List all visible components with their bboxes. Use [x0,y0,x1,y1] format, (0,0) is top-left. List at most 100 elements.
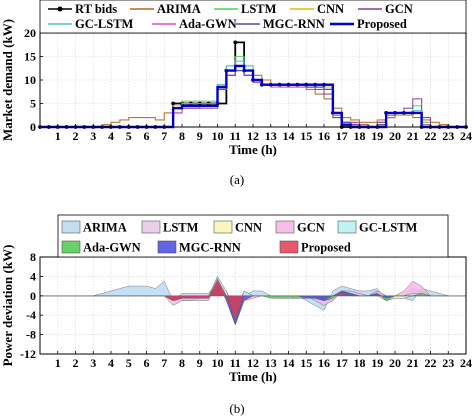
y-tick-label: 0 [30,289,36,303]
y-tick-label: 0 [30,120,36,134]
legend-item-gcn-swatch [275,220,295,234]
legend-item-rt-bids-marker [57,6,63,12]
legend-item-gc-lstm-swatch [337,220,357,234]
x-tick-label: 3 [90,129,96,143]
y-tick-label: 10 [24,73,36,87]
x-tick-label: 10 [212,129,224,143]
ticks: 1 2 3 4 5 6 7 8 9 10 11 12 13 14 15 16 17 18 19 20 21 22 23 240… [24,26,472,143]
y-tick-label: 15 [24,50,36,64]
x-tick-label: 16 [318,356,330,370]
x-tick-label: 21 [407,356,419,370]
legend-item-mgc-rnn: MGC-RNN [263,17,325,31]
x-tick-label: 20 [389,356,401,370]
x-tick-label: 9 [197,356,203,370]
legend-item-ada-gwn-swatch [61,240,81,254]
legend-item-gcn: GCN [297,221,325,235]
y-axis-label: Power deviation (kW) [0,245,15,367]
legend-item-proposed-swatch [279,240,299,254]
x-tick-label: 23 [442,356,454,370]
y-tick-label: 8 [30,250,36,264]
legend-item-gc-lstm: GC-LSTM [75,17,134,31]
x-tick-label: 23 [442,129,454,143]
legend-item-proposed: Proposed [357,17,407,31]
x-tick-label: 17 [336,129,348,143]
legend-item-rt-bids: RT bids [75,2,117,16]
y-tick-label: 20 [24,26,36,40]
legend: ARIMA LSTM CNN GCN GC-LSTM Ada-GWN MGC-RNN Prop… [57,214,449,258]
x-tick-label: 5 [126,129,132,143]
x-tick-label: 22 [425,356,437,370]
x-axis-label: Time (h) [229,142,277,157]
x-tick-label: 21 [407,129,419,143]
x-tick-label: 24 [460,356,472,370]
x-tick-label: 9 [197,129,203,143]
x-axis-label: Time (h) [229,369,277,384]
figure-caption: (a) [230,172,244,187]
x-tick-label: 20 [389,129,401,143]
series-group [40,275,466,326]
rt-bids-point [171,101,176,106]
x-tick-label: 13 [265,129,277,143]
legend-item-lstm: LSTM [241,2,277,16]
y-tick-label: 4 [30,269,36,283]
x-tick-label: 12 [247,356,259,370]
legend-item-lstm: LSTM [163,221,199,235]
legend-item-ada-gwn: Ada-GWN [179,17,237,31]
x-tick-label: 6 [144,356,150,370]
legend-item-ada-gwn: Ada-GWN [83,241,141,255]
x-tick-label: 4 [108,356,114,370]
rt-bids-point [233,40,238,45]
y-tick-label: -4 [26,308,36,322]
x-tick-label: 11 [230,129,241,143]
legend-item-gcn: GCN [385,2,413,16]
ticks: 1 2 3 4 5 6 7 8 9 10 11 12 13 14 15 16 17 18 19 20 21 22 23 248… [20,250,472,370]
x-tick-label: 19 [371,356,383,370]
x-tick-label: 18 [354,129,366,143]
y-axis-label: Market demand (kW) [0,19,15,141]
legend-item-cnn-swatch [213,220,233,234]
legend: RT bids ARIMA LSTM CNN GCN GC-LSTM Ada-GWN MGC-… [39,0,467,34]
x-tick-label: 2 [73,356,79,370]
legend-item-gc-lstm: GC-LSTM [359,221,418,235]
x-tick-label: 19 [371,129,383,143]
legend-box [39,0,467,34]
x-tick-label: 13 [265,356,277,370]
x-tick-label: 15 [300,356,312,370]
x-tick-label: 10 [212,356,224,370]
x-tick-label: 7 [161,356,167,370]
x-tick-label: 18 [354,356,366,370]
legend-item-lstm-swatch [141,220,161,234]
chart-b: 1 2 3 4 5 6 7 8 9 10 11 12 13 14 15 16 17 18 19 20 21 22 23 248… [0,214,472,416]
y-tick-label: -12 [20,347,36,361]
x-tick-label: 14 [283,129,295,143]
x-tick-label: 22 [425,129,437,143]
x-tick-label: 12 [247,129,259,143]
x-tick-label: 6 [144,129,150,143]
x-tick-label: 16 [318,129,330,143]
x-tick-label: 8 [179,356,185,370]
x-tick-label: 15 [300,129,312,143]
x-tick-label: 2 [73,129,79,143]
x-tick-label: 1 [55,356,61,370]
legend-item-cnn: CNN [235,221,262,235]
x-tick-label: 4 [108,129,114,143]
legend-item-arima: ARIMA [157,2,201,16]
y-tick-label: -8 [26,328,36,342]
x-tick-label: 17 [336,356,348,370]
y-tick-label: 5 [30,97,36,111]
legend-item-mgc-rnn-swatch [157,240,177,254]
x-tick-label: 7 [161,129,167,143]
x-tick-label: 1 [55,129,61,143]
legend-item-mgc-rnn: MGC-RNN [179,241,241,255]
legend-item-arima: ARIMA [83,221,127,235]
legend-item-cnn: CNN [317,2,344,16]
x-tick-label: 8 [179,129,185,143]
x-tick-label: 11 [230,356,241,370]
series-area-proposed [40,278,466,321]
legend-item-arima-swatch [61,220,81,234]
x-tick-label: 3 [90,356,96,370]
x-tick-label: 24 [460,129,472,143]
x-tick-label: 14 [283,356,295,370]
figure-caption: (b) [229,401,244,416]
